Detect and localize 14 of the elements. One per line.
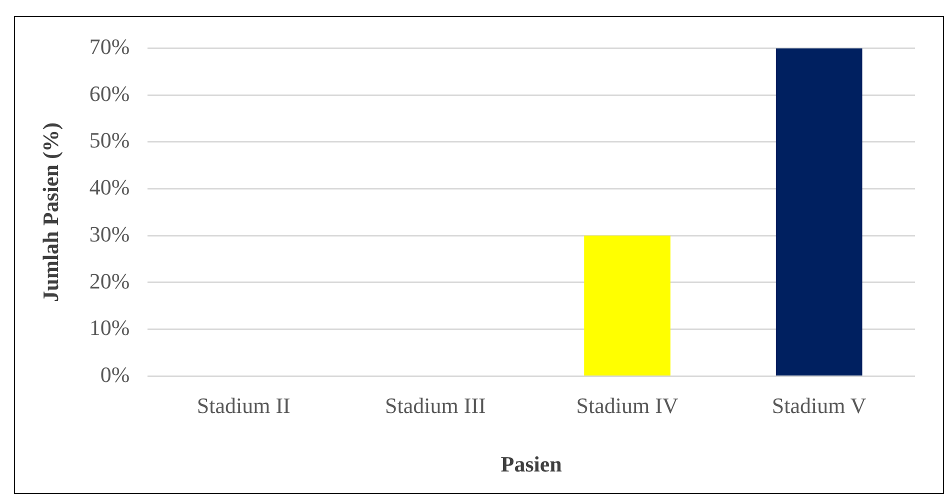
- y-tick-label: 20%: [89, 268, 130, 294]
- x-tick-label: Stadium II: [196, 393, 290, 418]
- y-tick-label: 10%: [89, 315, 130, 340]
- y-tick-label: 70%: [89, 34, 130, 59]
- y-tick-label: 40%: [89, 174, 130, 200]
- x-tick-label: Stadium III: [385, 393, 486, 418]
- y-axis-title: Jumlah Pasien (%): [38, 122, 63, 302]
- y-tick-label: 0%: [100, 362, 130, 387]
- x-tick-label: Stadium V: [772, 393, 866, 418]
- x-tick-label: Stadium IV: [576, 393, 678, 418]
- x-axis-title: Pasien: [500, 451, 562, 476]
- y-tick-label: 30%: [89, 221, 130, 246]
- y-tick-label: 60%: [89, 80, 130, 106]
- y-tick-label: 50%: [89, 128, 130, 153]
